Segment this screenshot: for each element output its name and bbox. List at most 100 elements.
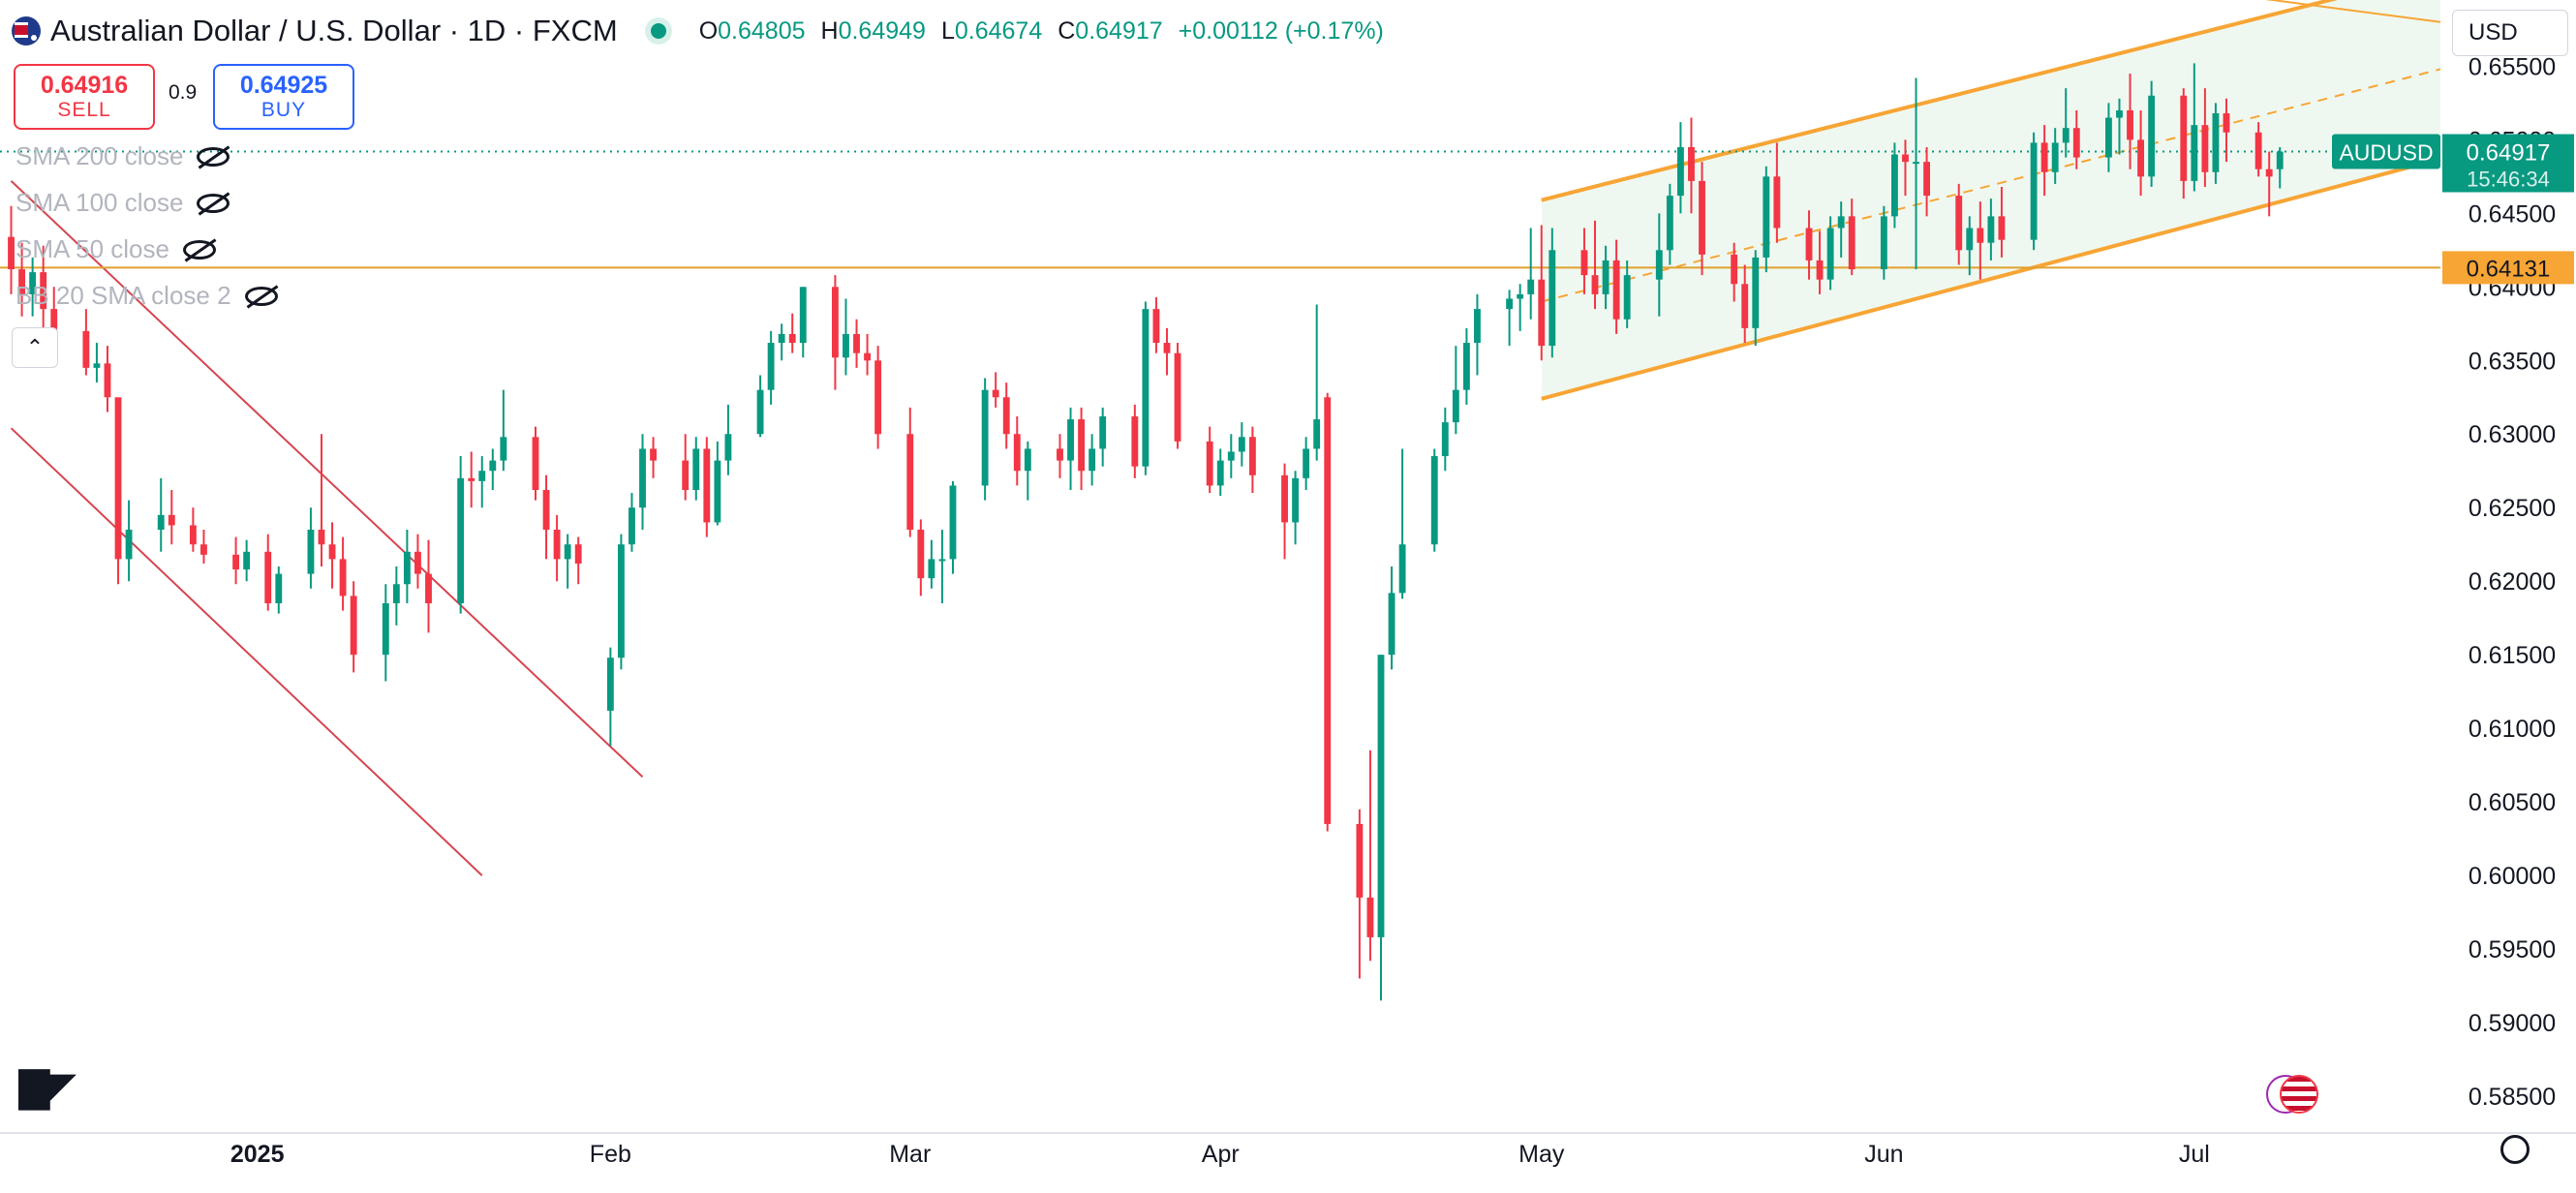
buy-button[interactable]: 0.64925 BUY xyxy=(213,64,354,130)
candle-body xyxy=(104,363,111,398)
candle xyxy=(189,507,197,552)
candle xyxy=(864,333,871,376)
candle-body xyxy=(189,525,197,545)
candle xyxy=(1805,210,1813,280)
candle-body xyxy=(906,434,914,531)
candle xyxy=(1388,566,1395,670)
candle xyxy=(1366,749,1374,962)
hidden-eye-icon[interactable] xyxy=(197,193,230,213)
candle-body xyxy=(2276,151,2284,169)
hidden-eye-icon[interactable] xyxy=(244,286,278,306)
candle-body xyxy=(1013,434,1021,472)
candle-body xyxy=(1676,146,1684,197)
candle xyxy=(1837,201,1845,258)
candle-body xyxy=(606,658,614,711)
indicator-sma100[interactable]: SMA 100 close xyxy=(15,188,230,218)
candle-body xyxy=(1955,196,1963,251)
candle xyxy=(1602,245,1610,310)
indicator-sma200[interactable]: SMA 200 close xyxy=(15,141,230,171)
candle-body xyxy=(82,330,90,368)
candle xyxy=(853,319,860,368)
chart-header: Australian Dollar / U.S. Dollar · 1D · F… xyxy=(12,8,1384,54)
candle-body xyxy=(500,437,507,461)
low-value: 0.64674 xyxy=(954,16,1043,45)
candle-body xyxy=(639,448,646,508)
currency-select[interactable]: USD xyxy=(2452,10,2568,56)
hidden-eye-icon[interactable] xyxy=(197,146,230,167)
candle xyxy=(1324,392,1332,832)
candle xyxy=(2062,88,2070,158)
candle xyxy=(1078,407,1086,490)
candle-body xyxy=(617,544,625,658)
candle xyxy=(1773,142,1781,243)
candle-body xyxy=(2265,168,2273,177)
candle xyxy=(1676,122,1684,214)
symbol-tag-label: AUDUSD xyxy=(2339,140,2433,166)
candle-body xyxy=(778,333,785,344)
candle xyxy=(328,522,336,589)
candle-body xyxy=(157,514,165,531)
level-price-label: 0.64131 xyxy=(2467,256,2551,282)
price-tick-label: 0.60500 xyxy=(2469,789,2556,816)
symbol-title[interactable]: Australian Dollar / U.S. Dollar · 1D · F… xyxy=(50,14,618,47)
candle xyxy=(2030,132,2038,251)
high-value: 0.64949 xyxy=(838,16,926,45)
candle-body xyxy=(414,551,421,574)
candle xyxy=(1099,407,1107,467)
candle-body xyxy=(478,471,486,481)
hidden-eye-icon[interactable] xyxy=(182,239,216,260)
candle-body xyxy=(1977,228,1984,243)
indicator-bb[interactable]: BB 20 SMA close 2 xyxy=(15,281,278,311)
price-tick-label: 0.62000 xyxy=(2469,568,2556,596)
candle xyxy=(1163,327,1171,376)
candle xyxy=(1216,448,1224,497)
candle xyxy=(1580,228,1588,294)
descending-trendline-lower xyxy=(10,427,483,876)
candle xyxy=(1655,213,1663,317)
candle xyxy=(2105,103,2112,172)
candle xyxy=(1902,139,1909,197)
candle xyxy=(1474,293,1481,376)
candle xyxy=(157,477,165,552)
candle-body xyxy=(1506,298,1514,310)
sell-button[interactable]: 0.64916 SELL xyxy=(14,64,155,130)
indicator-sma50[interactable]: SMA 50 close xyxy=(15,234,216,264)
candle-body xyxy=(18,269,26,294)
candle xyxy=(799,287,807,358)
candle-body xyxy=(574,544,582,564)
candle xyxy=(414,534,421,589)
candle xyxy=(1612,239,1620,334)
candle-body xyxy=(1549,250,1556,347)
indicator-label: SMA 100 close xyxy=(15,188,184,217)
candle xyxy=(168,489,175,545)
candle-body xyxy=(2062,128,2070,143)
candle xyxy=(1913,77,1919,270)
collapse-legend-button[interactable]: ⌃ xyxy=(12,327,58,368)
candle-body xyxy=(949,485,957,560)
candle xyxy=(2180,88,2188,199)
candle-body xyxy=(1699,180,1705,255)
price-tick-label: 0.62500 xyxy=(2469,495,2556,522)
open-key: O xyxy=(698,16,719,45)
candle-body xyxy=(1923,162,1930,197)
top-trend-line xyxy=(2265,0,2441,23)
time-tick-label: Feb xyxy=(590,1141,631,1168)
candle xyxy=(724,404,732,475)
gear-icon[interactable] xyxy=(2500,1135,2530,1164)
candle-body xyxy=(2254,132,2262,169)
candle-body xyxy=(831,287,839,358)
candle-body xyxy=(1731,254,1738,285)
candle xyxy=(104,346,111,413)
indicator-label: SMA 50 close xyxy=(15,234,169,263)
events-flags-icon[interactable] xyxy=(2266,1075,2318,1116)
candle xyxy=(629,493,635,552)
sell-label: SELL xyxy=(57,99,111,121)
candle xyxy=(1688,117,1695,214)
candle-body xyxy=(1441,422,1449,457)
candle xyxy=(2223,98,2230,163)
candle-body xyxy=(1356,823,1364,898)
price-tick-label: 0.59000 xyxy=(2469,1010,2556,1037)
candle-body xyxy=(1623,275,1631,320)
candle-body xyxy=(1966,228,1974,251)
